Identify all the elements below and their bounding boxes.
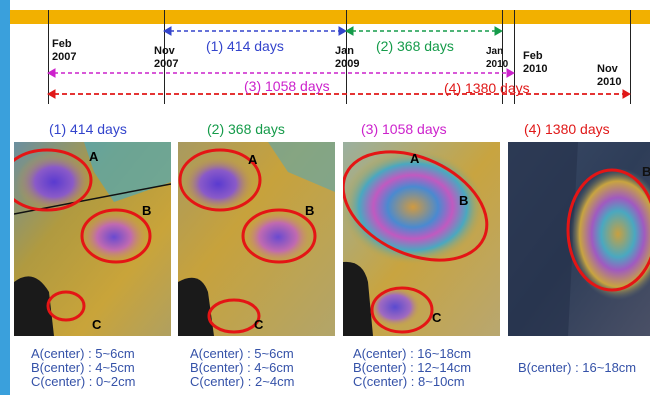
interval-arrow-3 <box>46 68 516 78</box>
region-label-b: B <box>142 203 152 218</box>
interval-label-1: (1) 414 days <box>206 38 284 54</box>
caption-panel-1: A(center) : 5~6cm B(center) : 4~5cm C(ce… <box>31 346 136 389</box>
timeline-bar <box>10 10 650 24</box>
tick-jan-2009 <box>346 10 347 104</box>
panel-title-1: (1) 414 days <box>49 121 127 137</box>
region-label-b: B <box>642 164 650 179</box>
date-feb-2010: Feb 2010 <box>523 50 548 75</box>
left-accent-bar <box>0 0 10 395</box>
panel-title-4: (4) 1380 days <box>524 121 610 137</box>
tick-feb-2007 <box>48 10 49 104</box>
tick-jan-2010 <box>502 10 503 104</box>
interferogram-panel-4: B <box>508 142 650 336</box>
interval-label-4: (4) 1380 days <box>444 80 530 96</box>
tick-nov-2010 <box>630 10 631 104</box>
date-nov-2010: Nov 2010 <box>597 63 622 88</box>
interval-arrow-1 <box>162 26 348 36</box>
region-label-b: B <box>459 193 469 208</box>
region-label-a: A <box>248 152 258 167</box>
interval-arrows <box>46 26 632 99</box>
tick-nov-2007 <box>164 10 165 104</box>
interval-label-2: (2) 368 days <box>376 38 454 54</box>
interval-label-3: (3) 1058 days <box>244 78 330 94</box>
region-label-b: B <box>305 203 315 218</box>
region-label-c: C <box>92 317 102 332</box>
date-feb-2007: Feb 2007 <box>52 38 77 63</box>
date-jan-2009: Jan 2009 <box>335 45 360 70</box>
region-label-c: C <box>254 317 264 332</box>
interferogram-panel-1: A B C <box>14 142 171 336</box>
panel-title-3: (3) 1058 days <box>361 121 447 137</box>
interferogram-panel-3: A B C <box>343 142 500 336</box>
panel-title-2: (2) 368 days <box>207 121 285 137</box>
region-label-a: A <box>410 151 420 166</box>
caption-panel-4: B(center) : 16~18cm <box>518 360 637 375</box>
interval-arrow-4 <box>46 89 632 99</box>
date-nov-2007: Nov 2007 <box>154 45 179 70</box>
region-label-a: A <box>89 149 99 164</box>
tick-feb-2010 <box>514 10 515 104</box>
caption-panel-2: A(center) : 5~6cm B(center) : 4~6cm C(ce… <box>190 346 295 389</box>
date-jan-2010: Jan 2010 <box>486 46 509 70</box>
caption-panel-3: A(center) : 16~18cm B(center) : 12~14cm … <box>353 346 472 389</box>
interferogram-panel-2: A B C <box>178 142 335 336</box>
interval-arrow-2 <box>344 26 504 36</box>
region-label-c: C <box>432 310 442 325</box>
